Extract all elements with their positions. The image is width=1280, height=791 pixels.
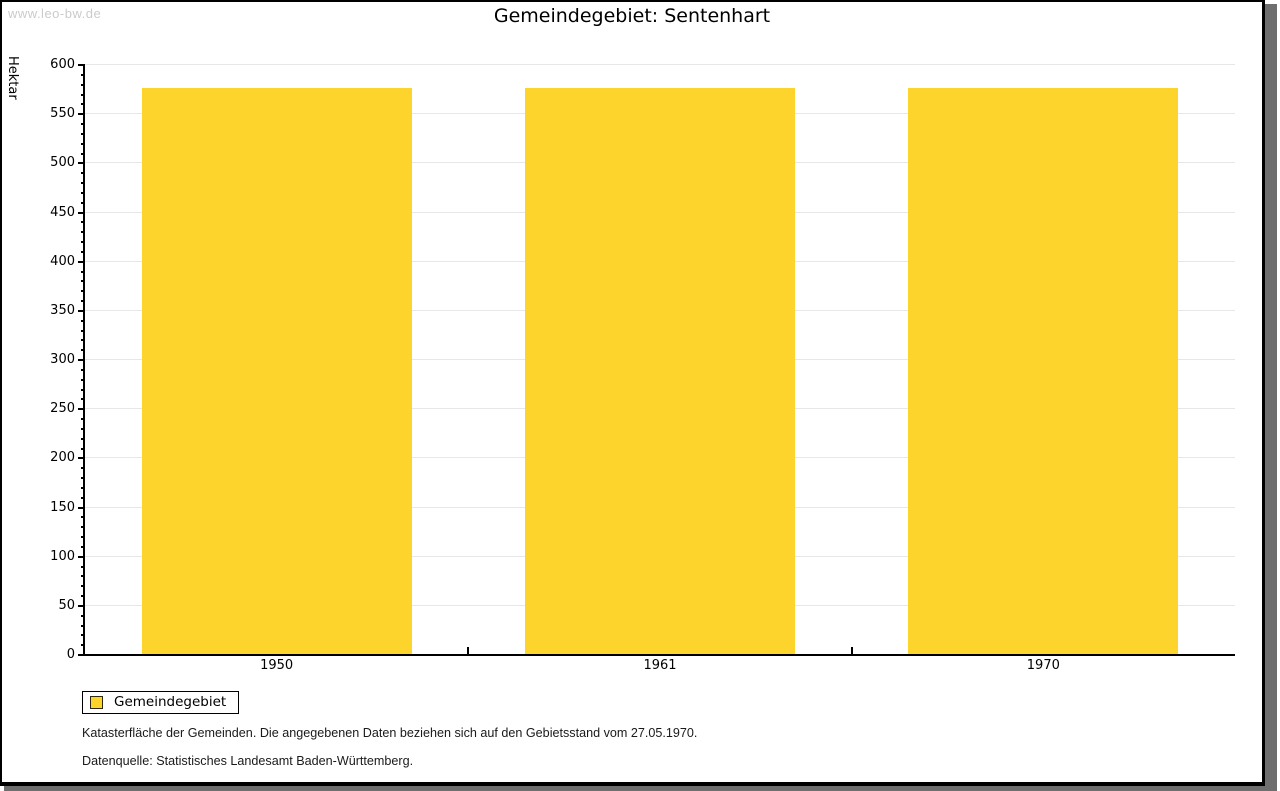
gridline	[85, 64, 1235, 65]
y-minor-tick	[81, 614, 85, 617]
x-boundary-tick	[850, 647, 853, 654]
y-minor-tick	[81, 329, 85, 332]
y-minor-tick	[81, 575, 85, 578]
y-minor-tick	[81, 132, 85, 135]
y-minor-tick	[81, 270, 85, 273]
legend-swatch-icon	[90, 696, 103, 709]
y-tick-label: 300	[50, 352, 75, 367]
y-minor-tick	[81, 191, 85, 194]
y-minor-tick	[81, 250, 85, 253]
x-axis-labels: 1950 1961 1970	[85, 658, 1235, 674]
y-minor-tick	[81, 221, 85, 224]
y-minor-tick	[81, 103, 85, 106]
chart-title: Gemeindegebiet: Sentenhart	[493, 5, 771, 27]
footnote-source-note: Katasterfläche der Gemeinden. Die angege…	[82, 726, 698, 740]
x-category-label: 1970	[1026, 658, 1060, 673]
y-minor-tick	[81, 123, 85, 125]
y-minor-tick	[81, 300, 85, 302]
y-tick-label: 400	[50, 253, 75, 269]
y-tick-label: 250	[50, 401, 75, 417]
y-minor-tick	[81, 388, 85, 391]
legend-box: Gemeindegebiet	[82, 691, 240, 714]
y-major-tick	[78, 113, 85, 116]
y-minor-tick	[81, 319, 85, 322]
y-minor-tick	[81, 477, 85, 479]
x-category-label: 1961	[643, 658, 677, 673]
y-minor-tick	[81, 172, 85, 175]
y-minor-tick	[81, 349, 85, 352]
y-axis-title: Hektar	[5, 56, 20, 100]
footnote-data-source: Datenquelle: Statistisches Landesamt Bad…	[82, 754, 414, 768]
y-minor-tick	[81, 624, 85, 627]
y-major-tick	[78, 309, 85, 312]
y-minor-tick	[81, 595, 85, 597]
y-minor-tick	[81, 565, 85, 568]
y-minor-tick	[81, 516, 85, 519]
y-tick-label: 350	[50, 302, 75, 318]
y-minor-tick	[81, 368, 85, 371]
bar	[525, 87, 795, 654]
bar	[908, 87, 1179, 654]
y-major-tick	[78, 457, 85, 460]
y-minor-tick	[81, 83, 85, 86]
y-minor-tick	[81, 418, 85, 420]
y-minor-tick	[81, 280, 85, 283]
y-minor-tick	[81, 536, 85, 538]
watermark: www.leo-bw.de	[8, 6, 102, 21]
y-tick-label: 0	[66, 647, 75, 662]
y-minor-tick	[81, 93, 85, 96]
y-minor-tick	[81, 545, 85, 548]
y-minor-tick	[81, 486, 85, 489]
y-minor-tick	[81, 467, 85, 470]
y-major-tick	[78, 408, 85, 411]
y-major-tick	[78, 506, 85, 509]
y-minor-tick	[81, 241, 85, 243]
y-minor-tick	[81, 290, 85, 293]
plot-area: 0 50 100 150 200 250 300 350 400 450 500 550 600	[50, 58, 1235, 661]
y-minor-tick	[81, 142, 85, 145]
y-minor-tick	[81, 496, 85, 499]
y-minor-tick	[81, 526, 85, 529]
x-boundary-tick	[467, 647, 470, 654]
y-major-tick	[78, 211, 85, 214]
y-minor-tick	[81, 427, 85, 430]
y-minor-tick	[81, 182, 85, 184]
y-minor-tick	[81, 231, 85, 234]
y-tick-label: 550	[50, 106, 75, 122]
y-minor-tick	[81, 73, 85, 76]
y-minor-tick	[81, 339, 85, 342]
legend-label: Gemeindegebiet	[114, 694, 227, 710]
y-minor-tick	[81, 152, 85, 155]
y-major-tick	[78, 162, 85, 165]
footnotes: Katasterfläche der Gemeinden. Die angege…	[82, 726, 697, 782]
y-major-tick	[78, 260, 85, 263]
y-major-tick	[78, 604, 85, 607]
y-tick-label: 600	[50, 57, 75, 72]
y-minor-tick	[81, 634, 85, 637]
y-minor-tick	[81, 585, 85, 588]
y-minor-tick	[81, 447, 85, 450]
y-minor-tick	[81, 201, 85, 204]
y-major-tick	[78, 555, 85, 558]
y-minor-tick	[81, 398, 85, 401]
bar	[141, 87, 412, 654]
y-minor-tick	[81, 378, 85, 381]
y-minor-tick	[81, 437, 85, 440]
y-tick-label: 500	[50, 155, 75, 171]
x-category-label: 1950	[260, 658, 294, 673]
y-tick-label: 150	[50, 499, 75, 515]
y-major-tick	[78, 359, 85, 361]
y-tick-label: 450	[50, 204, 75, 220]
y-major-tick	[78, 64, 85, 66]
y-minor-tick	[81, 644, 85, 647]
y-major-tick	[78, 654, 85, 656]
y-tick-label: 100	[50, 548, 75, 564]
y-tick-label: 200	[50, 450, 75, 466]
y-tick-label: 50	[58, 597, 75, 613]
